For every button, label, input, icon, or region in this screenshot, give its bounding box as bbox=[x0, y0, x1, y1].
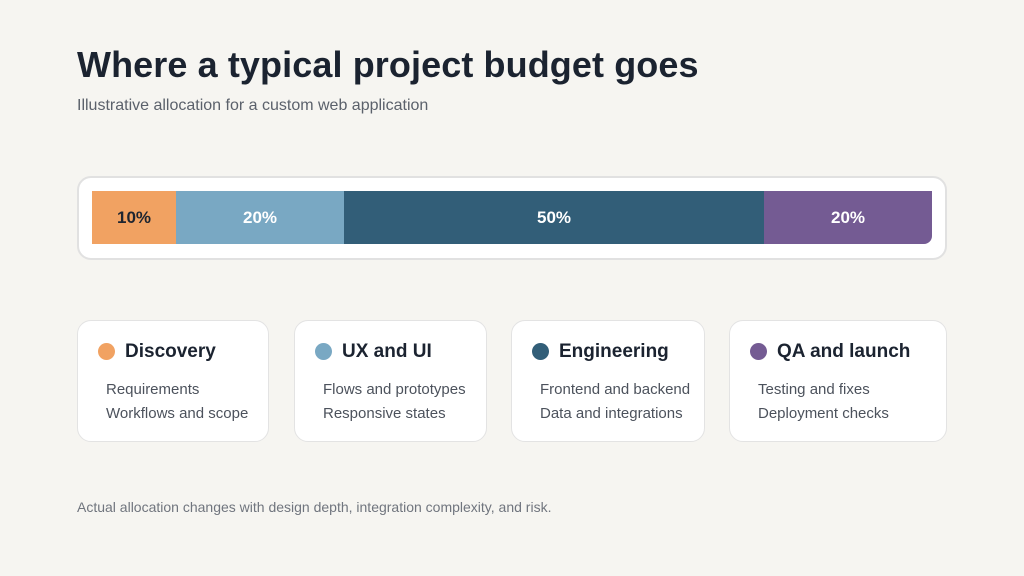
page-title: Where a typical project budget goes bbox=[77, 44, 699, 85]
card-detail: Workflows and scope bbox=[106, 405, 249, 422]
discovery-color-dot bbox=[98, 343, 115, 360]
legend-card-ux-ui: UX and UI Flows and prototypes Responsiv… bbox=[294, 320, 487, 442]
page-subtitle: Illustrative allocation for a custom web… bbox=[77, 97, 429, 114]
segment-value-label: 50% bbox=[536, 207, 572, 227]
bar-segment-engineering: 50% bbox=[344, 191, 764, 244]
ux-ui-color-dot bbox=[315, 343, 332, 360]
footnote: Actual allocation changes with design de… bbox=[77, 499, 552, 515]
card-title: Engineering bbox=[559, 341, 669, 362]
card-detail: Data and integrations bbox=[540, 405, 683, 422]
card-title: QA and launch bbox=[777, 341, 911, 362]
bar-segment-discovery: 10% bbox=[92, 191, 176, 244]
segment-value-label: 10% bbox=[116, 207, 152, 227]
bar-segment-qa-and-launch: 20% bbox=[764, 191, 932, 244]
segment-value-label: 20% bbox=[830, 207, 866, 227]
legend-card-engineering: Engineering Frontend and backend Data an… bbox=[511, 320, 705, 442]
card-detail: Responsive states bbox=[323, 405, 446, 422]
card-detail: Frontend and backend bbox=[540, 381, 691, 398]
card-detail: Deployment checks bbox=[758, 405, 889, 422]
card-detail: Testing and fixes bbox=[758, 381, 870, 398]
qa-launch-color-dot bbox=[750, 343, 767, 360]
legend-card-discovery: Discovery Requirements Workflows and sco… bbox=[77, 320, 269, 442]
card-detail: Requirements bbox=[106, 381, 200, 398]
segment-value-label: 20% bbox=[242, 207, 278, 227]
bar-segment-ux-and-ui: 20% bbox=[176, 191, 344, 244]
engineering-color-dot bbox=[532, 343, 549, 360]
card-title: UX and UI bbox=[342, 341, 432, 362]
legend-card-qa-launch: QA and launch Testing and fixes Deployme… bbox=[729, 320, 947, 442]
budget-stacked-bar: 10% 20% 50% 20% bbox=[92, 191, 932, 244]
card-detail: Flows and prototypes bbox=[323, 381, 466, 398]
card-title: Discovery bbox=[125, 341, 216, 362]
